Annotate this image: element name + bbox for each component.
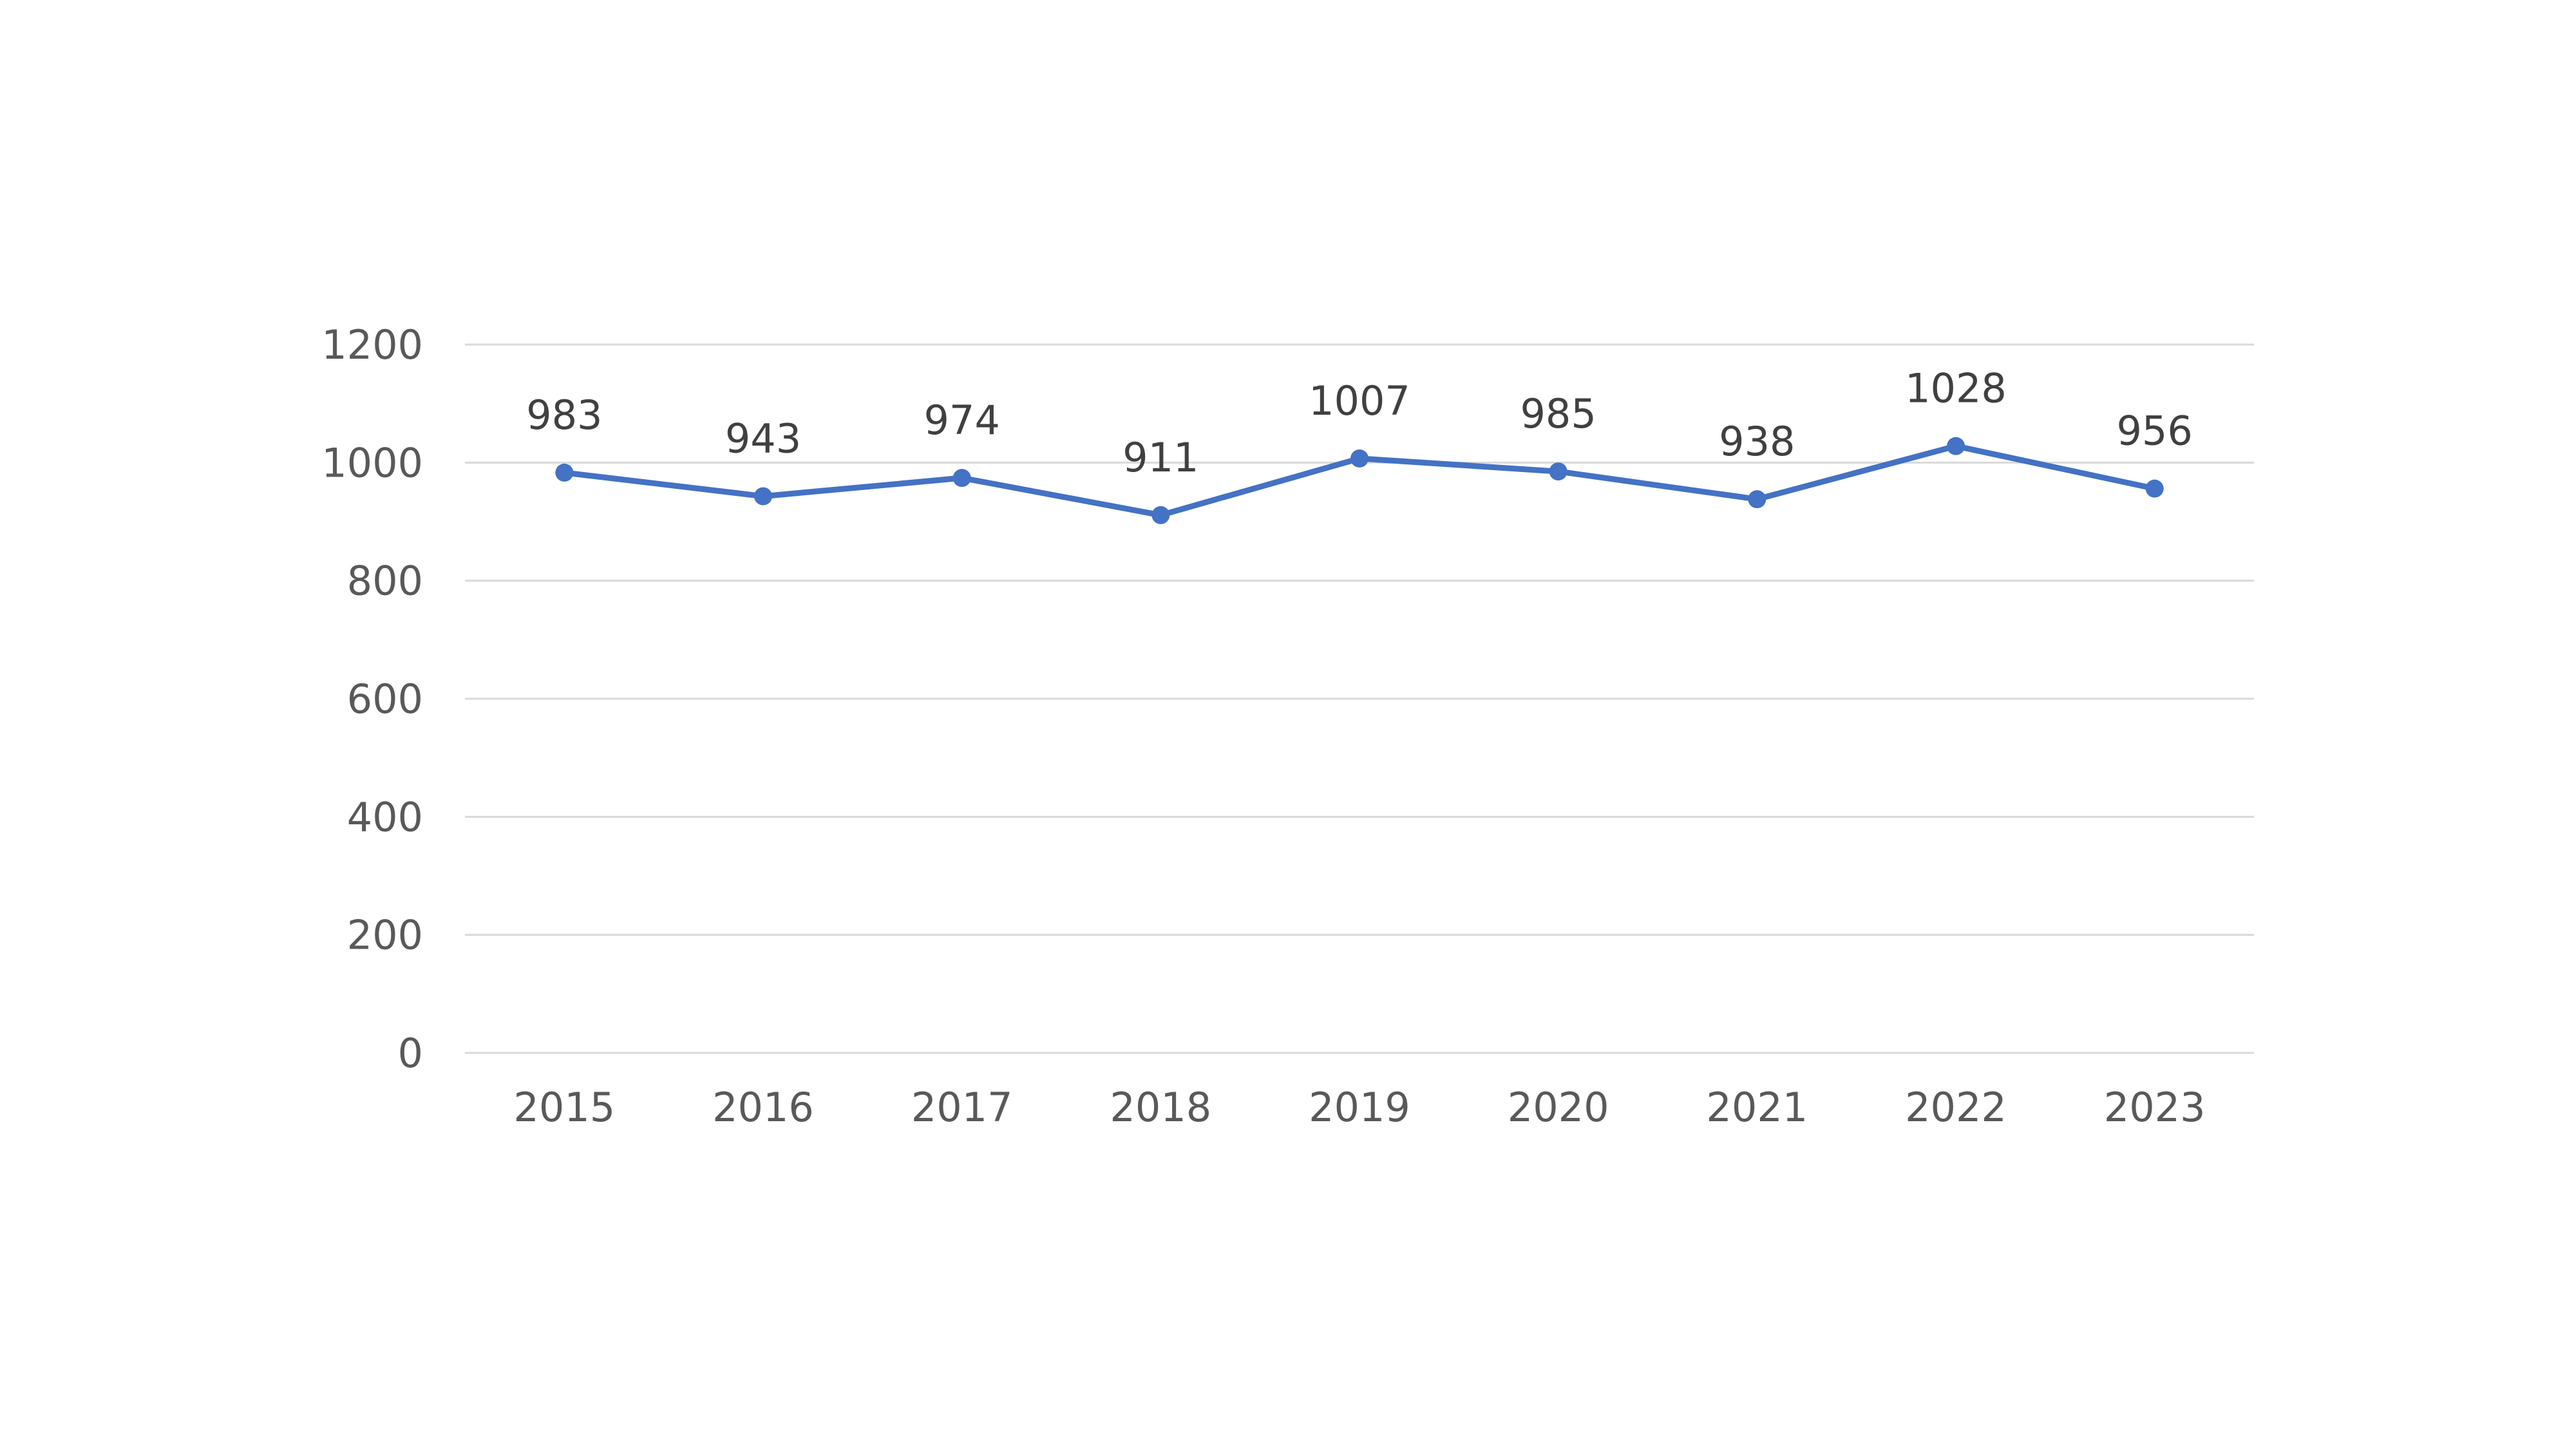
data-point-2015 — [555, 463, 574, 482]
data-label-2016: 943 — [725, 415, 801, 462]
y-axis-tick-labels: 0 200 400 600 800 1000 1200 — [321, 321, 423, 1077]
x-tick-label-2021: 2021 — [1706, 1084, 1808, 1131]
x-tick-label-2015: 2015 — [513, 1084, 615, 1131]
x-tick-label-2017: 2017 — [911, 1084, 1013, 1131]
data-label-2018: 911 — [1122, 434, 1198, 481]
data-label-2015: 983 — [526, 392, 602, 439]
y-tick-label-200: 200 — [347, 912, 423, 959]
data-point-2022 — [1947, 437, 1965, 455]
x-tick-label-2019: 2019 — [1309, 1084, 1410, 1131]
y-tick-label-600: 600 — [347, 676, 423, 723]
y-tick-label-1000: 1000 — [321, 439, 423, 486]
data-point-2020 — [1549, 462, 1567, 481]
data-point-2016 — [754, 487, 772, 506]
data-point-2021 — [1748, 490, 1766, 509]
x-tick-label-2023: 2023 — [2104, 1084, 2206, 1131]
data-point-2017 — [952, 469, 971, 488]
y-tick-label-0: 0 — [398, 1030, 423, 1077]
y-tick-label-800: 800 — [347, 558, 423, 605]
x-axis-tick-labels: 2015 2016 2017 2018 2019 2020 2021 2022 2023 — [513, 1084, 2205, 1131]
data-point-2019 — [1350, 449, 1368, 468]
y-tick-label-400: 400 — [347, 793, 423, 840]
series-group — [555, 437, 2164, 524]
data-point-2018 — [1151, 506, 1170, 524]
data-label-2022: 1028 — [1905, 365, 2007, 412]
data-label-2019: 1007 — [1309, 377, 1410, 424]
data-labels: 983 943 974 911 1007 985 938 1028 956 — [526, 365, 2193, 481]
data-label-2017: 974 — [923, 397, 999, 444]
x-tick-label-2022: 2022 — [1905, 1084, 2007, 1131]
x-tick-label-2020: 2020 — [1508, 1084, 1609, 1131]
data-label-2020: 985 — [1520, 390, 1596, 437]
x-tick-label-2018: 2018 — [1110, 1084, 1211, 1131]
x-tick-label-2016: 2016 — [712, 1084, 814, 1131]
data-label-2021: 938 — [1719, 418, 1795, 465]
data-label-2023: 956 — [2116, 408, 2192, 455]
data-point-2023 — [2145, 479, 2164, 498]
y-tick-label-1200: 1200 — [321, 321, 423, 368]
